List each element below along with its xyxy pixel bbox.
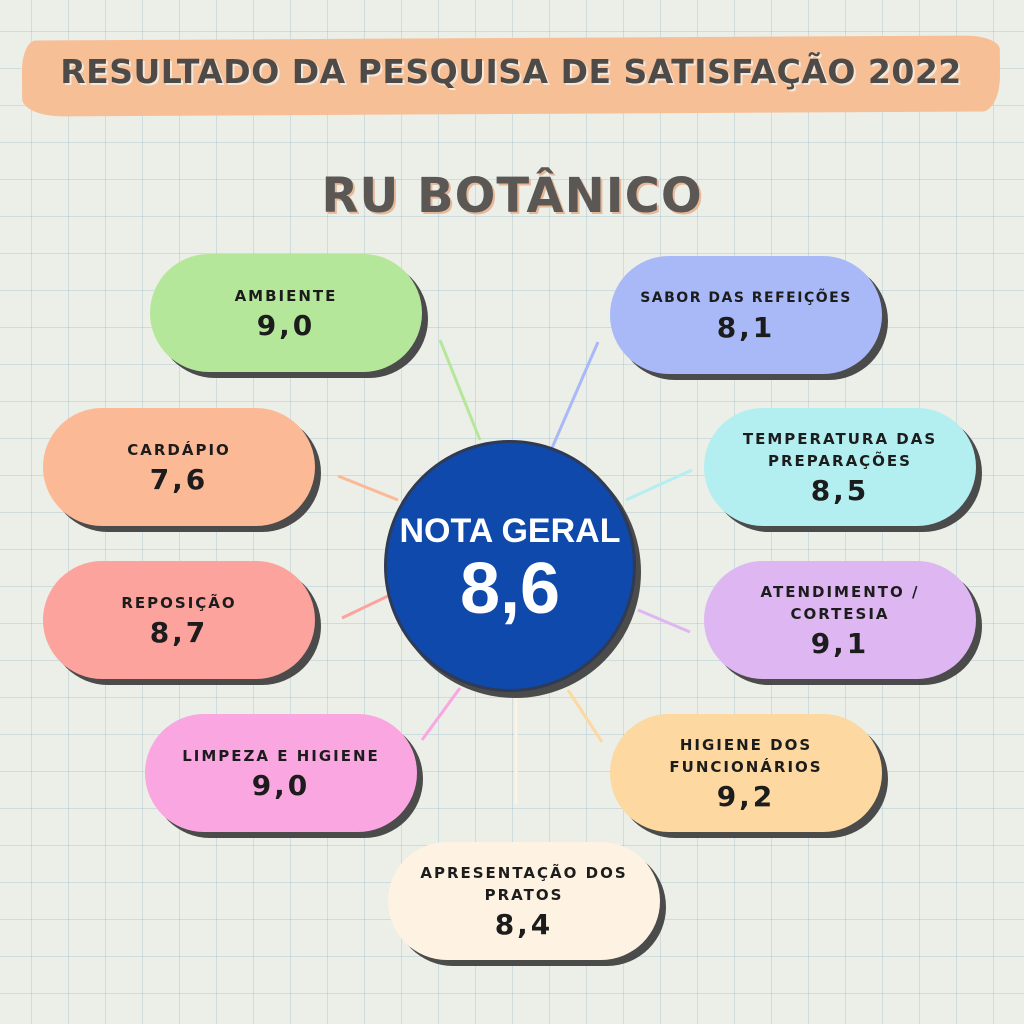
page-title: RESULTADO DA PESQUISA DE SATISFAÇÃO 2022 (60, 52, 962, 91)
card-ambiente: AMBIENTE 9,0 (150, 254, 422, 372)
connector-higiene-funcionarios (566, 689, 604, 743)
card-score: 9,2 (716, 779, 776, 813)
connector-cardapio (337, 474, 399, 502)
card-label: HIGIENE DOS FUNCIONÁRIOS (669, 735, 823, 776)
card-score: 8,5 (810, 473, 870, 507)
overall-score-circle: NOTA GERAL 8,6 (384, 440, 636, 692)
card-score: 8,7 (149, 615, 209, 649)
card-score: 9,0 (256, 308, 316, 342)
card-label: TEMPERATURA DAS PREPARAÇÕES (742, 429, 938, 470)
card-cardapio: CARDÁPIO 7,6 (43, 408, 315, 526)
connector-limpeza (420, 687, 462, 741)
card-label: AMBIENTE (234, 286, 338, 305)
card-label: REPOSIÇÃO (121, 593, 237, 612)
card-score: 9,0 (251, 768, 311, 802)
card-score: 7,6 (149, 462, 209, 496)
connector-temperatura (625, 468, 693, 502)
page-subtitle: RU BOTÂNICO (321, 168, 703, 224)
connector-reposicao (341, 594, 389, 620)
card-label: APRESENTAÇÃO DOS PRATOS (420, 863, 628, 904)
card-score: 8,4 (494, 907, 554, 941)
card-score: 9,1 (810, 626, 870, 660)
card-label: SABOR DAS REFEIÇÕES (640, 289, 852, 306)
card-label: LIMPEZA E HIGIENE (182, 746, 380, 765)
card-label: CARDÁPIO (127, 440, 231, 459)
card-score: 8,1 (716, 310, 776, 344)
connector-ambiente (438, 339, 482, 441)
card-label: ATENDIMENTO / CORTESIA (760, 582, 920, 623)
overall-value: 8,6 (459, 548, 561, 629)
card-reposicao: REPOSIÇÃO 8,7 (43, 561, 315, 679)
card-higiene-funcionarios: HIGIENE DOS FUNCIONÁRIOS 9,2 (610, 714, 882, 832)
card-limpeza: LIMPEZA E HIGIENE 9,0 (145, 714, 417, 832)
card-apresentacao: APRESENTAÇÃO DOS PRATOS 8,4 (388, 842, 660, 960)
overall-label: NOTA GERAL (399, 511, 621, 550)
card-atendimento: ATENDIMENTO / CORTESIA 9,1 (704, 561, 976, 679)
connector-sabor (550, 341, 600, 449)
connector-atendimento (637, 608, 691, 634)
card-sabor: SABOR DAS REFEIÇÕES 8,1 (610, 256, 882, 374)
card-temperatura: TEMPERATURA DAS PREPARAÇÕES 8,5 (704, 408, 976, 526)
